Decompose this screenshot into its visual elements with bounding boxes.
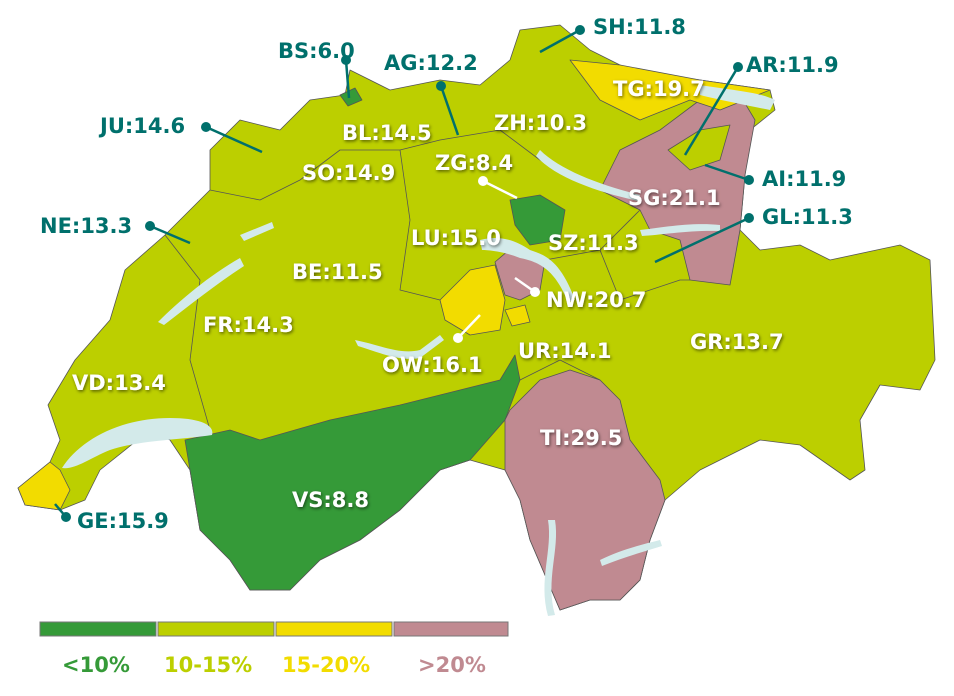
label-vs: VS:8.8: [292, 488, 369, 512]
label-bl: BL:14.5: [342, 121, 432, 145]
lake-constance: [700, 85, 775, 110]
canton-ge[interactable]: [17, 461, 71, 511]
dot-ag: [436, 81, 446, 91]
leader-ne: [149, 224, 191, 245]
label-gr: GR:13.7: [690, 330, 784, 354]
lakes: [62, 85, 775, 616]
canton-border: [164, 234, 211, 431]
dot-bs: [341, 55, 351, 65]
lake-zurich: [536, 150, 640, 201]
dot-ar: [733, 62, 743, 72]
leader-ow: [457, 314, 481, 339]
lake-biel: [240, 222, 274, 241]
legend-label-lt10: <10%: [62, 653, 130, 677]
leader-gl: [654, 216, 750, 264]
label-ag: AG:12.2: [384, 51, 478, 75]
legend-swatch-gt20: [393, 621, 509, 637]
canton-labels: BS:6.0 AG:12.2 SH:11.8 AR:11.9 TG:19.7 J…: [40, 15, 853, 533]
label-ti: TI:29.5: [540, 426, 622, 450]
legend-swatch-10-15: [157, 621, 275, 637]
canton-ar[interactable]: [667, 124, 731, 171]
label-ai: AI:11.9: [762, 167, 846, 191]
canton-ow[interactable]: [439, 264, 506, 336]
label-bs: BS:6.0: [278, 39, 355, 63]
leader-ar: [683, 66, 740, 156]
leader-lines: [54, 28, 750, 518]
leader-zg: [482, 179, 518, 200]
label-ge: GE:15.9: [77, 509, 169, 533]
canton-border: [519, 359, 601, 381]
lake-neuchatel: [158, 258, 244, 325]
label-fr: FR:14.3: [203, 313, 294, 337]
legend-label-gt20: >20%: [418, 653, 486, 677]
lake-thun: [355, 335, 444, 359]
label-ju: JU:14.6: [98, 114, 185, 138]
legend-swatch-lt10: [39, 621, 157, 637]
lake-lugano: [600, 540, 662, 566]
canton-tg[interactable]: [569, 59, 771, 121]
label-tg: TG:19.7: [613, 77, 705, 101]
label-ur: UR:14.1: [518, 339, 611, 363]
dot-ju: [201, 122, 211, 132]
lake-maggiore: [544, 520, 557, 616]
dot-gl: [744, 213, 754, 223]
canton-zg[interactable]: [509, 194, 566, 246]
label-sg: SG:21.1: [628, 186, 721, 210]
lake-lucerne: [480, 238, 575, 302]
dot-ow: [453, 333, 463, 343]
dot-ai: [744, 175, 754, 185]
dot-ne: [145, 221, 155, 231]
label-ow: OW:16.1: [382, 353, 483, 377]
label-sh: SH:11.8: [593, 15, 686, 39]
leader-sh: [539, 28, 581, 54]
label-gl: GL:11.3: [762, 205, 853, 229]
legend: <10% 10-15% 15-20% >20%: [39, 621, 509, 677]
lake-walen: [640, 224, 720, 236]
dot-nw: [530, 287, 540, 297]
dot-zg: [478, 176, 488, 186]
canton-bs[interactable]: [339, 87, 363, 107]
canton-vs[interactable]: [184, 354, 521, 591]
canton-ow-exclave: [504, 304, 531, 327]
dot-ge: [61, 512, 71, 522]
label-ne: NE:13.3: [40, 214, 132, 238]
legend-label-15-20: 15-20%: [282, 653, 370, 677]
leader-ag: [439, 85, 460, 136]
label-sz: SZ:11.3: [548, 231, 639, 255]
leader-ju: [205, 125, 263, 154]
canton-border: [599, 249, 690, 301]
dot-sh: [575, 25, 585, 35]
label-vd: VD:13.4: [72, 371, 166, 395]
canton-border: [399, 149, 441, 301]
leader-ai: [704, 163, 750, 182]
leader-bs: [344, 59, 351, 99]
label-nw: NW:20.7: [546, 288, 646, 312]
leader-dots: [61, 25, 754, 522]
label-so: SO:14.9: [302, 161, 395, 185]
lake-geneva: [62, 418, 213, 469]
label-zg: ZG:8.4: [435, 151, 513, 175]
label-zh: ZH:10.3: [494, 111, 587, 135]
label-be: BE:11.5: [292, 260, 383, 284]
legend-label-10-15: 10-15%: [164, 653, 252, 677]
label-ar: AR:11.9: [746, 53, 839, 77]
label-lu: LU:15.0: [411, 226, 501, 250]
legend-swatch-15-20: [275, 621, 393, 637]
